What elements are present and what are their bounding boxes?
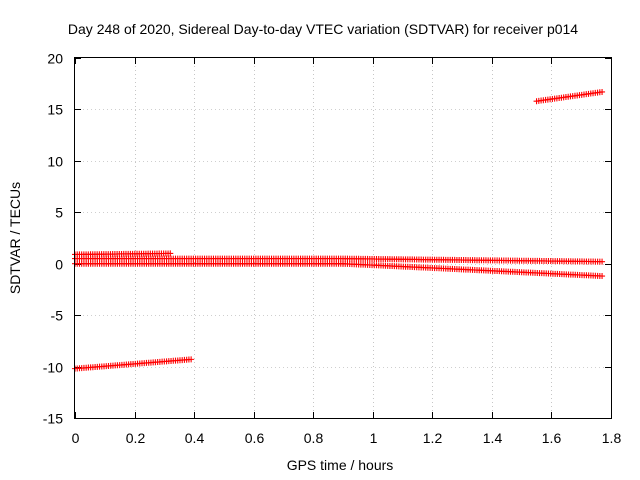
- series-arc-negative: [72, 356, 195, 372]
- data-point: [188, 356, 195, 363]
- x-tick-label: 1.2: [423, 430, 443, 446]
- series-arc-positive: [533, 88, 606, 105]
- data-point: [599, 88, 606, 95]
- series-arc-main: [72, 255, 606, 265]
- data-point: [599, 273, 606, 280]
- plot-frame: [74, 57, 612, 419]
- data-points: [72, 88, 606, 372]
- x-tick-label: 0.2: [126, 430, 146, 446]
- y-tick-label: 20: [47, 51, 63, 67]
- x-tick-label: 0: [72, 430, 80, 446]
- y-axis-label: SDTVAR / TECUs: [7, 182, 23, 294]
- series-arc-low-left: [72, 260, 346, 267]
- x-tick-label: 1: [370, 430, 378, 446]
- x-tick-label: 1.8: [602, 430, 622, 446]
- axis-ticks: 0 0.2 0.4 0.6 0.8 1 1.2 1.4 1.6 1.8 -15 -10 -5 0 5 10 15…: [43, 51, 622, 447]
- data-point: [167, 250, 174, 257]
- x-tick-label: 0.8: [304, 430, 324, 446]
- x-tick-label: 1.4: [483, 430, 503, 446]
- x-tick-label: 1.6: [542, 430, 562, 446]
- series-arc-low-right: [340, 260, 606, 280]
- y-tick-label: -15: [43, 411, 63, 427]
- y-tick-label: 0: [55, 257, 63, 273]
- y-tick-label: 15: [47, 102, 63, 118]
- x-tick-label: 0.6: [245, 430, 265, 446]
- y-tick-label: -10: [43, 360, 63, 376]
- data-point: [599, 258, 606, 265]
- series-arc-high: [72, 250, 174, 258]
- y-tick-label: 10: [47, 154, 63, 170]
- y-tick-label: -5: [51, 308, 64, 324]
- chart-title: Day 248 of 2020, Sidereal Day-to-day VTE…: [68, 21, 578, 37]
- x-axis-label: GPS time / hours: [287, 457, 394, 473]
- y-tick-label: 5: [55, 205, 63, 221]
- x-tick-label: 0.4: [185, 430, 205, 446]
